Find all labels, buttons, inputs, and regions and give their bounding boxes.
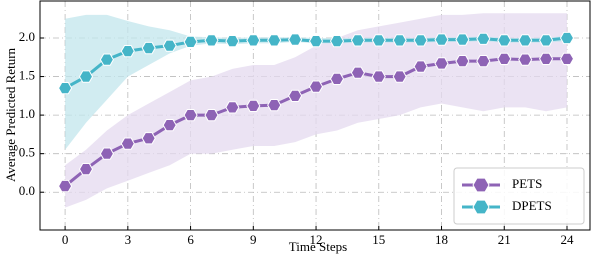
marker (246, 34, 261, 47)
y-tick-label: 0.0 (19, 183, 35, 198)
marker (204, 34, 219, 47)
marker (267, 34, 282, 47)
legend-label: PETS (512, 176, 542, 191)
marker (99, 147, 114, 160)
y-tick-label: 1.0 (19, 106, 35, 121)
marker (559, 31, 575, 45)
marker (392, 34, 407, 47)
plot-frame (39, 0, 591, 231)
marker (183, 35, 198, 48)
marker (162, 119, 177, 132)
marker (518, 53, 533, 66)
x-tick-label: 6 (187, 232, 194, 247)
marker (141, 132, 156, 145)
marker (434, 57, 449, 70)
marker (497, 34, 512, 47)
x-tick-label: 15 (372, 232, 385, 247)
marker (371, 34, 386, 47)
marker (329, 35, 345, 48)
marker (58, 82, 73, 95)
y-tick-label: 2.0 (19, 29, 35, 44)
marker (371, 70, 386, 83)
marker (288, 89, 303, 102)
marker (497, 52, 512, 65)
marker (225, 101, 240, 114)
legend: PETS DPETS (453, 167, 585, 225)
x-axis-label: Time Steps (289, 239, 347, 254)
legend-label: DPETS (512, 198, 552, 213)
marker (455, 33, 470, 46)
marker (288, 33, 303, 46)
marker (476, 32, 491, 45)
marker (350, 34, 365, 47)
marker (120, 45, 135, 58)
marker (204, 109, 219, 122)
marker (434, 33, 449, 46)
marker (99, 53, 114, 66)
marker (455, 55, 470, 68)
y-tick-label: 0.5 (19, 145, 35, 160)
legend-marker (472, 177, 490, 193)
marker (518, 34, 533, 47)
marker (267, 99, 282, 112)
x-tick-label: 18 (435, 232, 448, 247)
marker (476, 55, 491, 68)
marker (225, 35, 240, 48)
legend-marker (472, 199, 490, 215)
marker (308, 80, 324, 93)
marker (141, 41, 156, 55)
marker (559, 52, 575, 65)
y-tick-label: 1.5 (19, 68, 35, 83)
x-tick-label: 0 (62, 232, 69, 247)
x-tick-label: 21 (498, 232, 511, 247)
x-tick-label: 24 (560, 232, 574, 247)
marker (350, 66, 365, 79)
marker (78, 70, 94, 83)
y-axis-label: Average Predicted Return (3, 47, 18, 182)
marker (329, 72, 345, 85)
marker (246, 99, 261, 112)
marker (539, 52, 554, 65)
marker (78, 163, 94, 176)
x-tick-label: 9 (250, 232, 257, 247)
marker (539, 34, 554, 47)
marker (392, 70, 407, 83)
marker (413, 60, 428, 73)
marker (308, 35, 324, 48)
marker (120, 137, 135, 150)
marker (183, 109, 198, 122)
marker (413, 34, 428, 47)
marker (162, 39, 177, 52)
x-tick-label: 3 (125, 232, 132, 247)
marker (58, 179, 73, 193)
x-tick-label: 12 (310, 232, 323, 247)
